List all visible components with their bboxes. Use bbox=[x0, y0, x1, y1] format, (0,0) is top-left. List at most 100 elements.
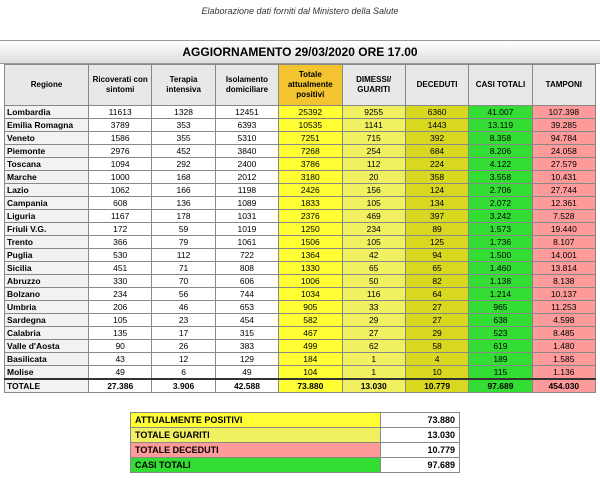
value-cell: 1061 bbox=[214, 235, 280, 249]
value-cell: 27.579 bbox=[531, 157, 597, 171]
table-row: Puglia 530 112 722 1364 42 94 1.500 14.001 bbox=[4, 248, 597, 262]
table-row: Toscana 1094 292 2400 3786 112 224 4.122 27.579 bbox=[4, 157, 597, 171]
value-cell: 355 bbox=[151, 131, 216, 145]
value-cell: 452 bbox=[151, 144, 216, 158]
value-cell: 965 bbox=[468, 300, 533, 314]
value-cell: 454.030 bbox=[531, 378, 597, 393]
value-cell: 97.689 bbox=[468, 378, 533, 393]
value-cell: 8.358 bbox=[468, 131, 533, 145]
value-cell: 8.206 bbox=[468, 144, 533, 158]
value-cell: 1000 bbox=[87, 170, 153, 184]
summary-label: ATTUALMENTE POSITIVI bbox=[130, 412, 381, 428]
table-row: Campania 608 136 1089 1833 105 134 2.072 12.361 bbox=[4, 196, 597, 210]
value-cell: 4 bbox=[404, 352, 470, 366]
value-cell: 112 bbox=[341, 157, 406, 171]
summary-row: TOTALE DECEDUTI 10.779 bbox=[130, 442, 460, 458]
value-cell: 1198 bbox=[214, 183, 280, 197]
value-cell: 2012 bbox=[214, 170, 280, 184]
value-cell: 10535 bbox=[278, 118, 343, 132]
value-cell: 26 bbox=[151, 339, 216, 353]
value-cell: 29 bbox=[404, 326, 470, 340]
value-cell: 383 bbox=[214, 339, 280, 353]
table-row: Emilia Romagna 3789 353 6393 10535 1141 1443 13… bbox=[4, 118, 597, 132]
value-cell: 134 bbox=[404, 196, 470, 210]
value-cell: 125 bbox=[404, 235, 470, 249]
value-cell: 27.386 bbox=[87, 378, 153, 393]
value-cell: 638 bbox=[468, 313, 533, 327]
table-row: Trento 366 79 1061 1506 105 125 1.736 8.107 bbox=[4, 235, 597, 249]
value-cell: 366 bbox=[87, 235, 153, 249]
value-cell: 104 bbox=[278, 365, 343, 380]
value-cell: 206 bbox=[87, 300, 153, 314]
column-header: Regione bbox=[4, 64, 89, 106]
summary-value: 97.689 bbox=[380, 457, 460, 473]
value-cell: 1006 bbox=[278, 274, 343, 288]
value-cell: 184 bbox=[278, 352, 343, 366]
column-header: Terapia intensiva bbox=[151, 64, 216, 106]
value-cell: 499 bbox=[278, 339, 343, 353]
value-cell: 234 bbox=[341, 222, 406, 236]
header-row: Regione Ricoverati con sintomi Terapia int… bbox=[4, 64, 597, 106]
value-cell: 1443 bbox=[404, 118, 470, 132]
value-cell: 41.007 bbox=[468, 105, 533, 119]
value-cell: 467 bbox=[278, 326, 343, 340]
region-cell: Sicilia bbox=[4, 261, 89, 275]
table-row: Abruzzo 330 70 606 1006 50 82 1.138 8.138 bbox=[4, 274, 597, 288]
table-row: Valle d'Aosta 90 26 383 499 62 58 619 1.480 bbox=[4, 339, 597, 353]
value-cell: 105 bbox=[341, 235, 406, 249]
region-cell: Sardegna bbox=[4, 313, 89, 327]
value-cell: 234 bbox=[87, 287, 153, 301]
value-cell: 59 bbox=[151, 222, 216, 236]
value-cell: 10 bbox=[404, 365, 470, 380]
value-cell: 9255 bbox=[341, 105, 406, 119]
table-row: Basilicata 43 12 129 184 1 4 189 1.585 bbox=[4, 352, 597, 366]
value-cell: 82 bbox=[404, 274, 470, 288]
column-header: CASI TOTALI bbox=[468, 64, 533, 106]
value-cell: 178 bbox=[151, 209, 216, 223]
value-cell: 11.253 bbox=[531, 300, 597, 314]
value-cell: 13.119 bbox=[468, 118, 533, 132]
column-header: Isolamento domiciliare bbox=[214, 64, 280, 106]
region-cell: Trento bbox=[4, 235, 89, 249]
value-cell: 1364 bbox=[278, 248, 343, 262]
value-cell: 451 bbox=[87, 261, 153, 275]
value-cell: 315 bbox=[214, 326, 280, 340]
region-cell: Campania bbox=[4, 196, 89, 210]
region-cell: TOTALE bbox=[4, 378, 89, 393]
value-cell: 166 bbox=[151, 183, 216, 197]
column-header: Totale attualmente positivi bbox=[278, 64, 343, 106]
value-cell: 49 bbox=[214, 365, 280, 380]
value-cell: 42.588 bbox=[214, 378, 280, 393]
value-cell: 1250 bbox=[278, 222, 343, 236]
summary-body: ATTUALMENTE POSITIVI 73.880 TOTALE GUARITI… bbox=[130, 412, 460, 473]
value-cell: 608 bbox=[87, 196, 153, 210]
region-cell: Emilia Romagna bbox=[4, 118, 89, 132]
region-cell: Lombardia bbox=[4, 105, 89, 119]
region-cell: Piemonte bbox=[4, 144, 89, 158]
table-row: Liguria 1167 178 1031 2376 469 397 3.242 7.528 bbox=[4, 209, 597, 223]
value-cell: 94.784 bbox=[531, 131, 597, 145]
value-cell: 6 bbox=[151, 365, 216, 380]
value-cell: 8.107 bbox=[531, 235, 597, 249]
title: AGGIORNAMENTO 29/03/2020 ORE 17.00 bbox=[0, 40, 600, 64]
value-cell: 2.706 bbox=[468, 183, 533, 197]
value-cell: 13.030 bbox=[341, 378, 406, 393]
value-cell: 1.214 bbox=[468, 287, 533, 301]
table-row: Veneto 1586 355 5310 7251 715 392 8.358 94.784 bbox=[4, 131, 597, 145]
value-cell: 27.744 bbox=[531, 183, 597, 197]
value-cell: 168 bbox=[151, 170, 216, 184]
value-cell: 2976 bbox=[87, 144, 153, 158]
value-cell: 224 bbox=[404, 157, 470, 171]
value-cell: 12.361 bbox=[531, 196, 597, 210]
value-cell: 4.598 bbox=[531, 313, 597, 327]
region-cell: Valle d'Aosta bbox=[4, 339, 89, 353]
value-cell: 1.460 bbox=[468, 261, 533, 275]
region-cell: Bolzano bbox=[4, 287, 89, 301]
value-cell: 27 bbox=[404, 313, 470, 327]
region-cell: Liguria bbox=[4, 209, 89, 223]
table-row: Lombardia 11613 1328 12451 25392 9255 6360 41.0… bbox=[4, 105, 597, 119]
summary-value: 13.030 bbox=[380, 427, 460, 443]
value-cell: 3789 bbox=[87, 118, 153, 132]
column-header: DECEDUTI bbox=[404, 64, 470, 106]
value-cell: 454 bbox=[214, 313, 280, 327]
